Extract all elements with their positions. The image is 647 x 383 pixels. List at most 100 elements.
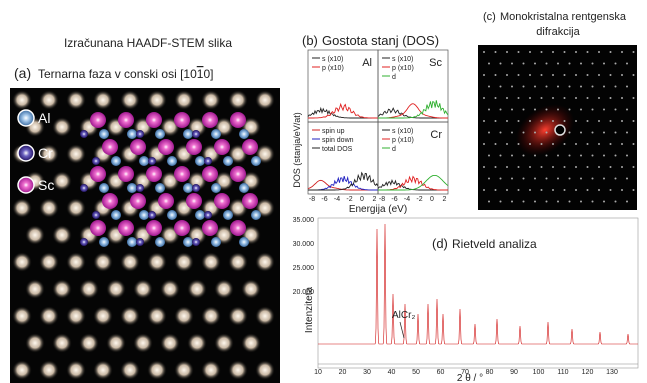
- spot: [609, 51, 612, 53]
- spot: [626, 131, 628, 134]
- atom-column: [25, 279, 45, 299]
- spot: [540, 189, 543, 191]
- spot: [621, 189, 623, 191]
- dos-legend-label: p (x10): [392, 65, 414, 72]
- spot: [517, 143, 520, 145]
- spot: [586, 189, 589, 191]
- spot: [575, 74, 577, 76]
- dos-curve: [378, 174, 449, 191]
- atom-column: [12, 198, 32, 218]
- spot: [598, 166, 600, 168]
- atom-column: [12, 306, 32, 326]
- spot: [517, 74, 520, 76]
- sc-atom: [174, 220, 190, 236]
- spot: [563, 120, 566, 122]
- rietveld-xtick-label: 80: [486, 369, 494, 376]
- spot: [517, 97, 520, 99]
- atom-column: [241, 333, 261, 353]
- rietveld-xtick-label: 30: [363, 369, 371, 376]
- atom-column: [160, 279, 180, 299]
- spot: [552, 143, 554, 145]
- spot: [545, 62, 548, 65]
- spot: [483, 74, 485, 76]
- sc-atom: [242, 139, 258, 155]
- panel-b-label: (b): [302, 33, 318, 48]
- sc-atom: [146, 166, 162, 182]
- sc-atom: [214, 193, 230, 209]
- spot: [534, 108, 536, 111]
- cr-atom: [148, 211, 156, 219]
- atom-column: [93, 306, 113, 326]
- al-atom: [155, 183, 165, 193]
- sc-atom: [130, 193, 146, 209]
- spot: [557, 85, 559, 88]
- dos-legend-label: d: [392, 74, 396, 81]
- spot: [506, 166, 508, 168]
- spot: [517, 120, 520, 122]
- spot: [540, 166, 543, 168]
- dos-curve: [377, 107, 448, 119]
- atoms: [12, 90, 275, 380]
- spot: [506, 120, 508, 122]
- spot: [632, 97, 635, 99]
- spot: [614, 108, 617, 111]
- atom-column: [201, 360, 221, 380]
- dos-plots: s (x10) p (x10) Al s (x10) p (x10) d Sc spin up…: [307, 49, 449, 203]
- atom-column: [201, 90, 221, 110]
- sc-atom: [174, 112, 190, 128]
- spot: [488, 62, 490, 65]
- al-atom: [223, 210, 233, 220]
- rietveld-xtick-label: 100: [533, 369, 545, 376]
- atom-column: [12, 252, 32, 272]
- dos-legend-label: total DOS: [322, 146, 353, 153]
- atom-column: [79, 333, 99, 353]
- panel-d-title: Rietveld analiza: [452, 237, 537, 251]
- sc-atom: [214, 139, 230, 155]
- spot: [483, 166, 485, 168]
- spot: [603, 154, 605, 157]
- spot: [540, 143, 543, 145]
- spot: [621, 120, 623, 122]
- spot: [632, 189, 635, 191]
- spot: [534, 200, 536, 203]
- panel-a-caption: Ternarna faza v conski osi [1010]: [38, 67, 213, 81]
- spot: [499, 154, 502, 157]
- spot: [488, 200, 490, 203]
- spot: [580, 85, 582, 88]
- sc-atom: [158, 193, 174, 209]
- spot: [494, 120, 497, 122]
- dos-frame: [377, 121, 449, 195]
- atom-column: [52, 117, 72, 137]
- spot: [499, 62, 502, 65]
- spot: [499, 177, 502, 180]
- dos-xtick-label: -8: [309, 196, 315, 203]
- al-atom: [195, 156, 205, 166]
- atom-column: [93, 360, 113, 380]
- spot: [494, 74, 497, 76]
- panel-d-label: (d): [432, 236, 448, 251]
- rietveld-xtick-label: 10: [314, 369, 322, 376]
- spot: [626, 108, 628, 111]
- spot: [557, 177, 559, 180]
- al-atom: [251, 210, 261, 220]
- legend-al-label: Al: [38, 110, 50, 126]
- spot: [591, 108, 594, 111]
- spot: [598, 51, 600, 53]
- spot: [568, 108, 571, 111]
- dos-xtick-label: 2: [443, 196, 447, 203]
- spot: [621, 51, 623, 53]
- spot: [540, 120, 543, 122]
- spot: [586, 143, 589, 145]
- panel-c-title-1: Monokristalna rentgenska: [500, 11, 627, 23]
- al-atom: [99, 237, 109, 247]
- spot: [557, 62, 559, 65]
- cr-atom: [192, 130, 200, 138]
- rietveld-ylabel: Intenziteta: [304, 286, 315, 333]
- spot: [552, 120, 554, 122]
- spot: [614, 62, 617, 65]
- spot: [580, 131, 582, 134]
- atom-column: [66, 252, 86, 272]
- dos-xtick-label: 0: [360, 196, 364, 203]
- spot: [586, 74, 589, 76]
